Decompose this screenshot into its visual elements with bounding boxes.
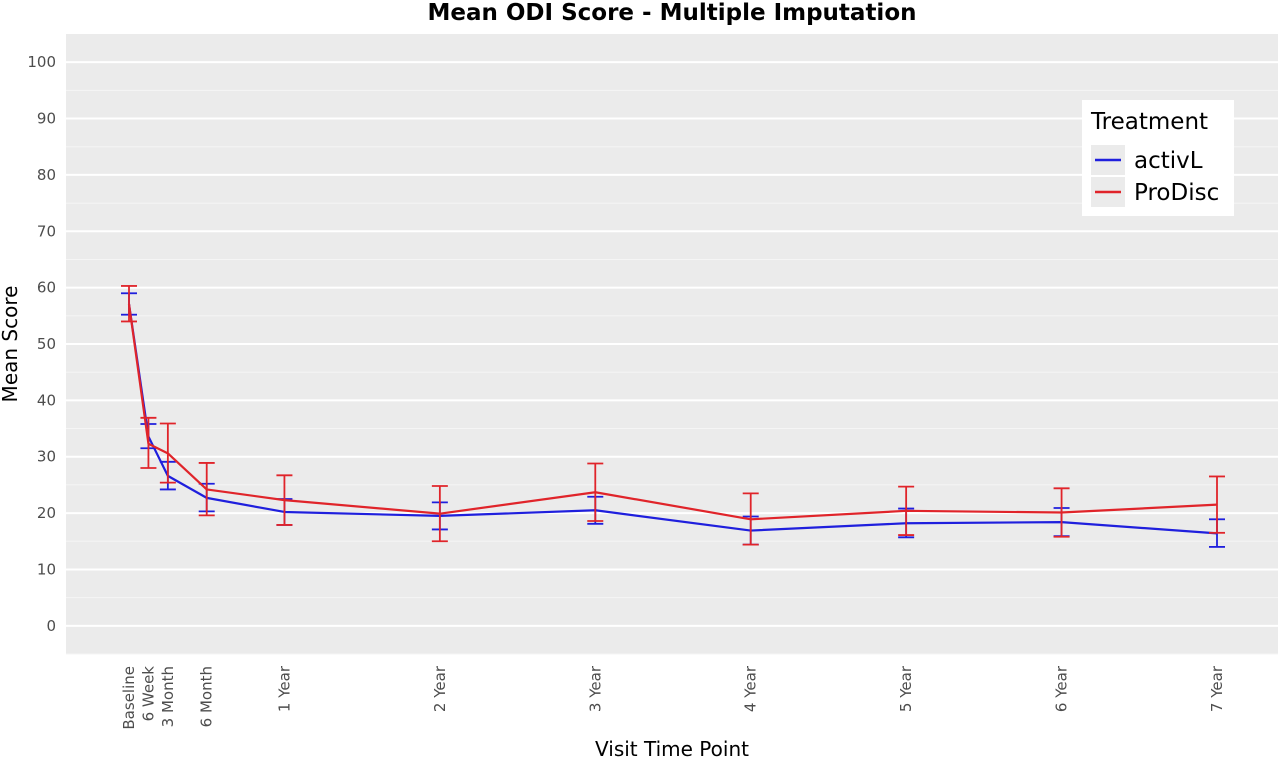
y-axis-title: Mean Score [0, 286, 22, 403]
x-tick-label-2-year: 2 Year [431, 665, 449, 712]
legend-title: Treatment [1090, 109, 1208, 135]
y-tick-label-60: 60 [37, 279, 56, 297]
y-tick-label-10: 10 [37, 560, 56, 578]
prodisc-errorbar [276, 474, 293, 526]
x-tick-label-6-year: 6 Year [1053, 665, 1071, 712]
y-tick-label-50: 50 [37, 335, 56, 353]
x-tick-label-6-month: 6 Month [198, 666, 216, 727]
prodisc-errorbar [140, 416, 157, 469]
x-tick-label-3-month: 3 Month [159, 666, 177, 727]
legend-label-prodisc: ProDisc [1134, 180, 1219, 206]
prodisc-errorbar [587, 462, 604, 522]
chart-title: Mean ODI Score - Multiple Imputation [427, 0, 916, 26]
x-tick-label-1-year: 1 Year [275, 665, 293, 712]
y-tick-label-70: 70 [37, 222, 56, 240]
y-tick-label-80: 80 [37, 166, 56, 184]
y-tick-label-0: 0 [46, 617, 56, 635]
legend-label-activl: activL [1134, 148, 1203, 174]
x-tick-label-4-year: 4 Year [742, 665, 760, 712]
x-tick-label-7-year: 7 Year [1208, 665, 1226, 712]
legend: Treatment activL ProDisc [1082, 100, 1234, 216]
prodisc-errorbar [198, 462, 215, 517]
x-tick-label-baseline: Baseline [120, 666, 138, 730]
grid-lines [66, 61, 1278, 655]
series-layer [121, 285, 1225, 548]
y-tick-label-100: 100 [27, 53, 56, 71]
prodisc-errorbar [159, 422, 176, 484]
prodisc-errorbar [898, 485, 915, 536]
y-tick-label-20: 20 [37, 504, 56, 522]
x-tick-labels: Baseline 6 Week 3 Month 6 Month 1 Year 2 Year… [120, 665, 1226, 729]
y-tick-labels: 0 10 20 30 40 50 60 70 80 90 100 [27, 53, 56, 635]
prodisc-errorbar [121, 285, 137, 323]
prodisc-errorbar [431, 485, 448, 543]
prodisc-errorbar [742, 492, 759, 546]
x-tick-label-6-week: 6 Week [139, 666, 157, 722]
x-tick-label-5-year: 5 Year [897, 665, 915, 712]
y-tick-label-90: 90 [37, 110, 56, 128]
y-tick-label-40: 40 [37, 391, 56, 409]
x-axis-title: Visit Time Point [595, 737, 749, 757]
series-prodisc [121, 285, 1225, 546]
prodisc-errorbar [1209, 475, 1225, 534]
y-tick-label-30: 30 [37, 448, 56, 466]
prodisc-errorbar [1053, 487, 1070, 538]
x-tick-label-3-year: 3 Year [586, 665, 604, 712]
